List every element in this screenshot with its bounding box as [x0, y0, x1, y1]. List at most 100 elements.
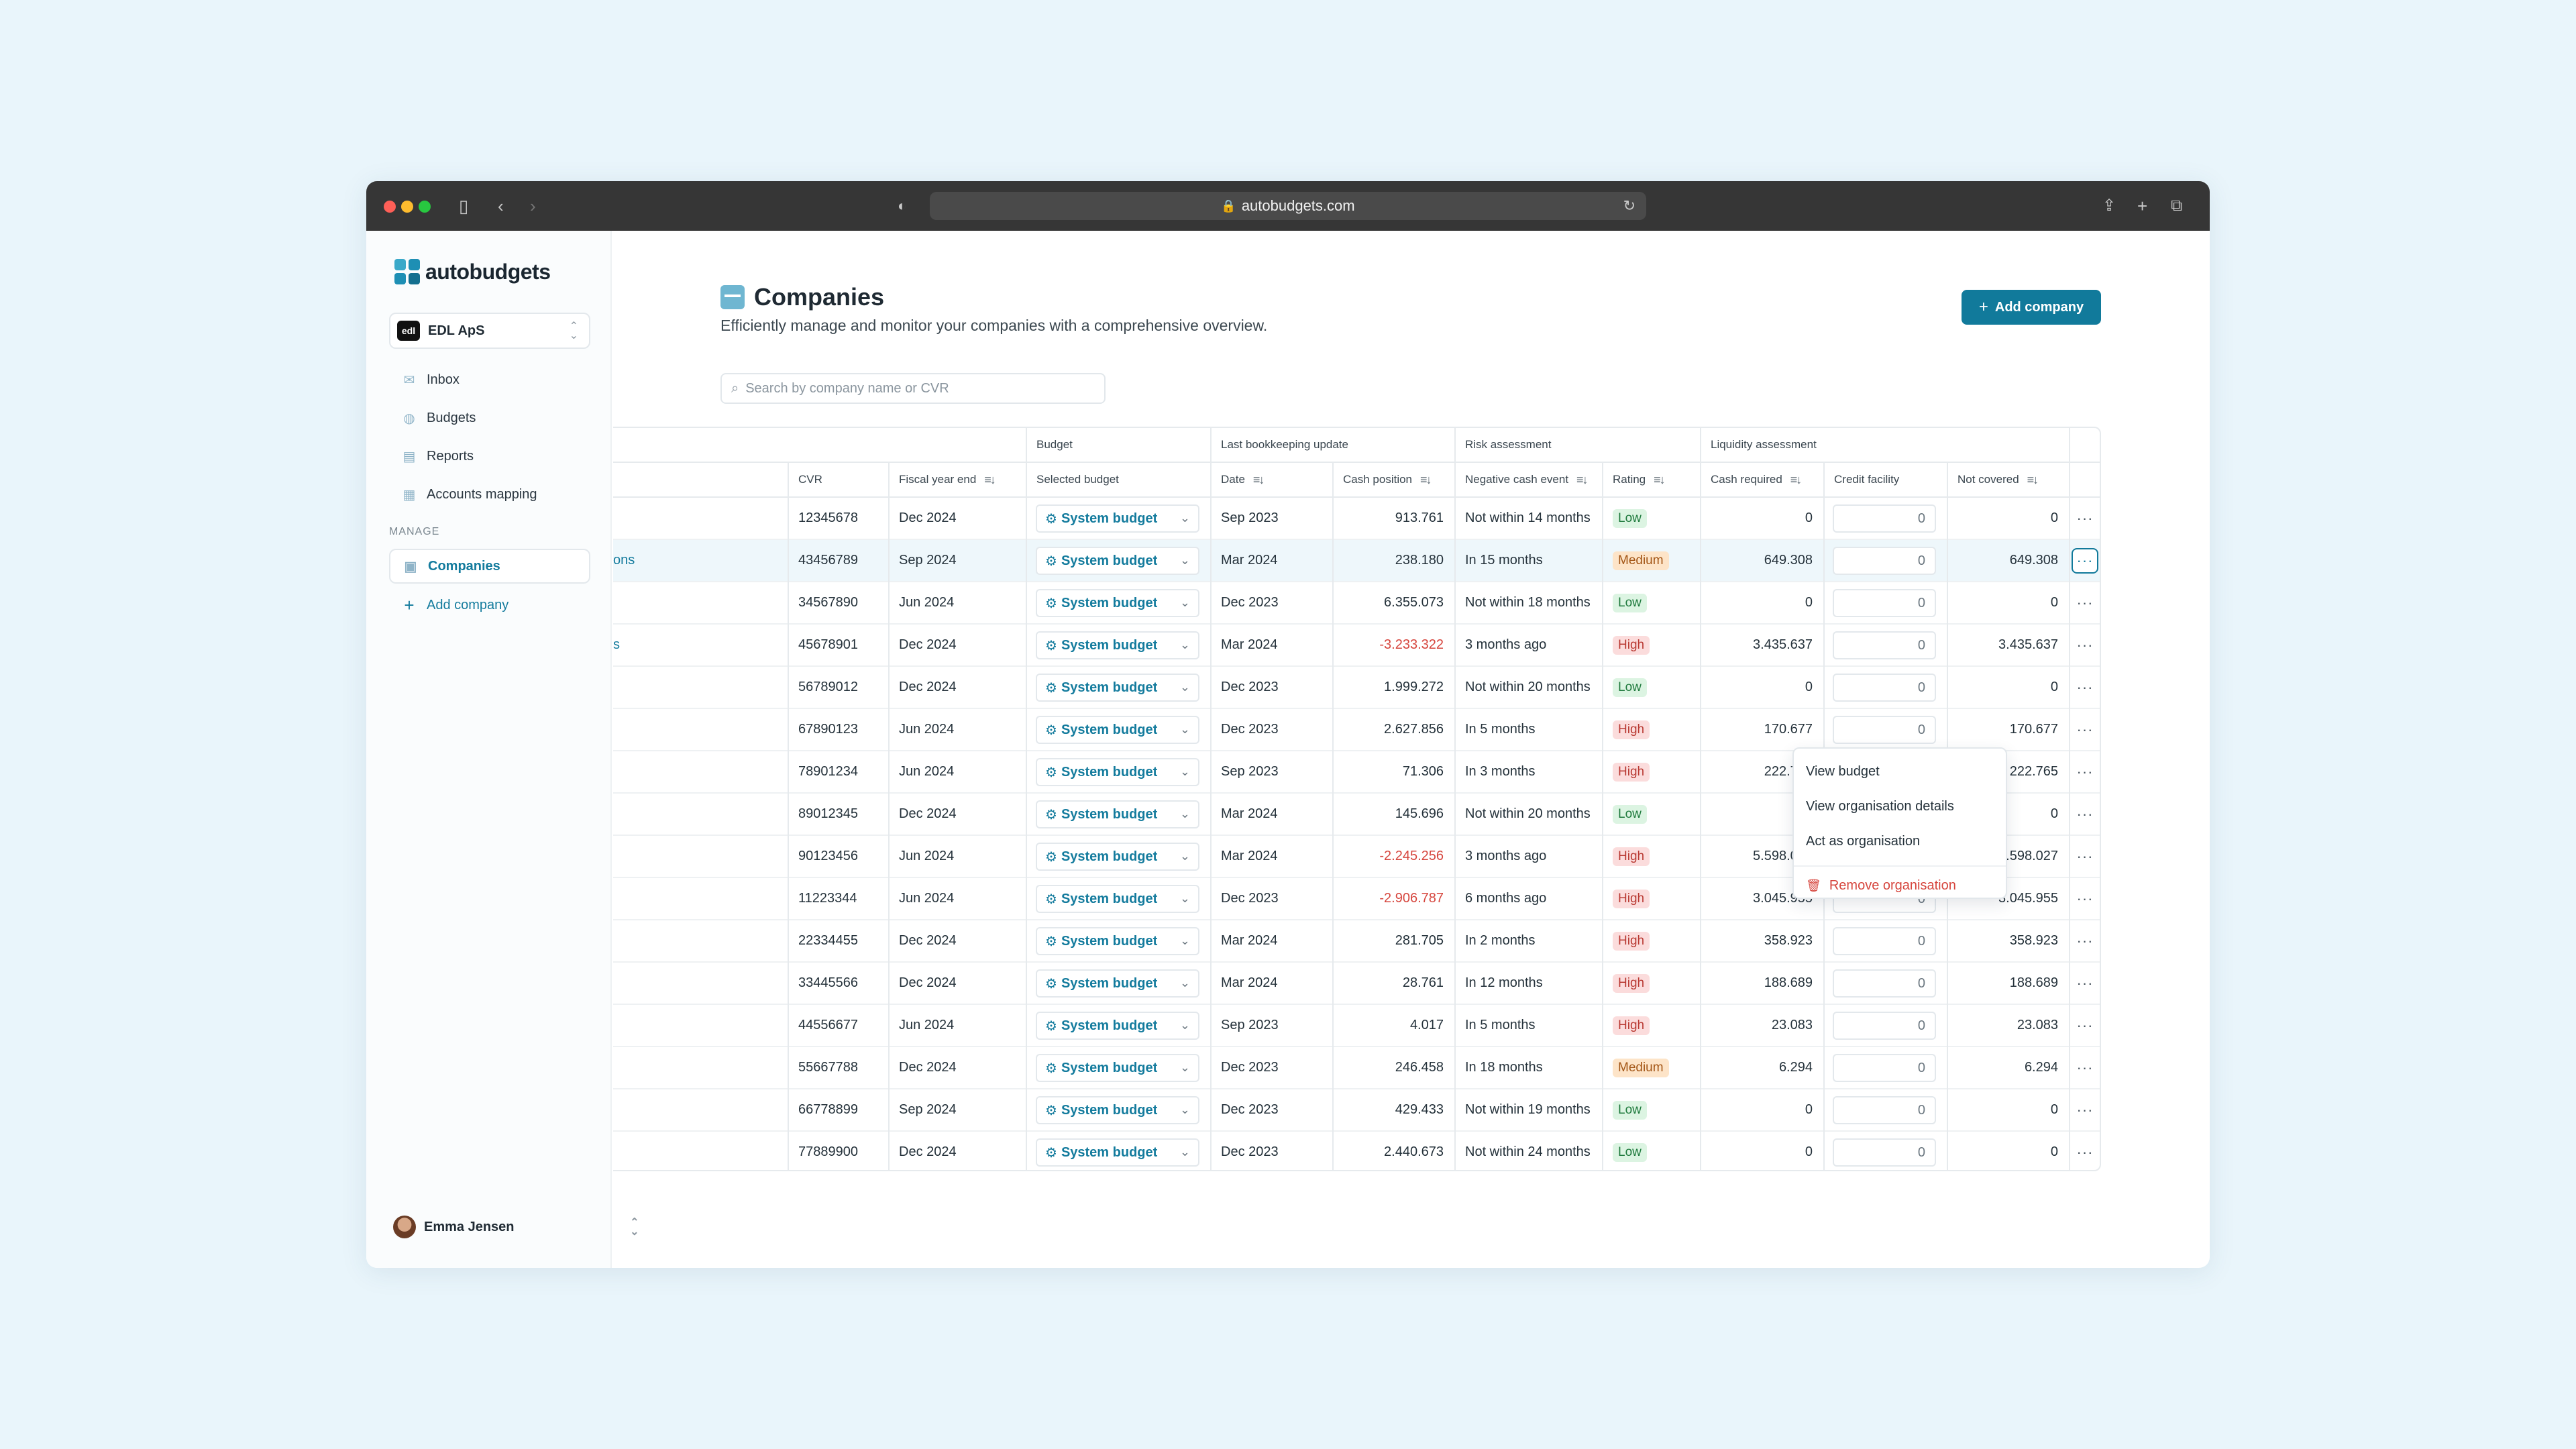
selected-budget-select[interactable]: ⚙ System budget ⌄: [1036, 843, 1199, 871]
row-actions-button[interactable]: ···: [2076, 1017, 2094, 1034]
organisation-selector[interactable]: edl EDL ApS ⌃ ⌄: [389, 313, 590, 349]
company-name[interactable]: ons: [613, 553, 635, 568]
row-actions-button[interactable]: ···: [2076, 1102, 2094, 1118]
forward-icon[interactable]: ›: [530, 196, 536, 216]
selected-budget-select[interactable]: ⚙ System budget ⌄: [1036, 758, 1199, 786]
company-name[interactable]: s: [613, 637, 620, 652]
row-actions-button[interactable]: ···: [2072, 548, 2098, 574]
close-window-button[interactable]: [384, 201, 396, 213]
sort-icon[interactable]: ≡↓: [2027, 472, 2039, 486]
address-bar[interactable]: 🔒 autobudgets.com ↻: [930, 192, 1646, 220]
row-actions-button[interactable]: ···: [2076, 594, 2094, 611]
selected-budget-select[interactable]: ⚙ System budget ⌄: [1036, 631, 1199, 659]
search-input[interactable]: [745, 380, 1081, 396]
credit-facility-input[interactable]: 0: [1833, 716, 1936, 744]
selected-budget-select[interactable]: ⚙ System budget ⌄: [1036, 1096, 1199, 1124]
selected-budget-select[interactable]: ⚙ System budget ⌄: [1036, 1054, 1199, 1082]
table-row[interactable]: 44556677 Jun 2024 ⚙ System budget ⌄ Sep 2023 4…: [613, 1005, 2100, 1047]
table-row[interactable]: ons 43456789 Sep 2024 ⚙ System budget ⌄ Mar 20…: [613, 540, 2100, 582]
company-name[interactable]: [613, 498, 788, 539]
menu-remove-organisation[interactable]: 🗑 Remove organisation: [1794, 865, 2006, 900]
company-name[interactable]: [613, 582, 788, 623]
privacy-shield-icon[interactable]: ◐: [898, 197, 907, 214]
col-cvr[interactable]: CVR: [788, 463, 822, 496]
selected-budget-select[interactable]: ⚙ System budget ⌄: [1036, 969, 1199, 998]
col-selected-budget[interactable]: Selected budget: [1026, 463, 1119, 496]
sidebar-item-budgets[interactable]: ◍ Budgets: [389, 400, 590, 435]
selected-budget-select[interactable]: ⚙ System budget ⌄: [1036, 589, 1199, 617]
tab-overview-icon[interactable]: ⧉: [2171, 197, 2183, 215]
col-cash-position[interactable]: Cash position ≡↓: [1332, 463, 1432, 496]
col-credit-facility[interactable]: Credit facility: [1823, 463, 1899, 496]
sidebar-item-reports[interactable]: ▤ Reports: [389, 439, 590, 474]
company-name[interactable]: [613, 794, 788, 835]
sort-icon[interactable]: ≡↓: [1252, 472, 1265, 486]
col-negative-event[interactable]: Negative cash event ≡↓: [1454, 463, 1589, 496]
table-row[interactable]: 33445566 Dec 2024 ⚙ System budget ⌄ Mar 2024 2…: [613, 963, 2100, 1005]
credit-facility-input[interactable]: 0: [1833, 547, 1936, 575]
new-tab-icon[interactable]: +: [2137, 196, 2148, 216]
row-actions-button[interactable]: ···: [2076, 806, 2094, 822]
row-actions-button[interactable]: ···: [2076, 763, 2094, 780]
col-cash-required[interactable]: Cash required ≡↓: [1700, 463, 1802, 496]
credit-facility-input[interactable]: 0: [1833, 631, 1936, 659]
table-row[interactable]: 34567890 Jun 2024 ⚙ System budget ⌄ Dec 2023 6…: [613, 582, 2100, 625]
table-row[interactable]: 22334455 Dec 2024 ⚙ System budget ⌄ Mar 2024 2…: [613, 920, 2100, 963]
company-name[interactable]: [613, 1132, 788, 1170]
company-name[interactable]: [613, 1089, 788, 1130]
user-menu[interactable]: Emma Jensen ⌃ ⌄: [393, 1216, 639, 1238]
row-actions-button[interactable]: ···: [2076, 637, 2094, 653]
menu-view-organisation-details[interactable]: View organisation details: [1806, 798, 1954, 814]
row-actions-button[interactable]: ···: [2076, 932, 2094, 949]
sidebar-item-inbox[interactable]: ✉ Inbox: [389, 362, 590, 397]
sort-icon[interactable]: ≡↓: [1790, 472, 1802, 486]
maximize-window-button[interactable]: [419, 201, 431, 213]
row-actions-button[interactable]: ···: [2076, 510, 2094, 527]
table-row[interactable]: 55667788 Dec 2024 ⚙ System budget ⌄ Dec 2023 2…: [613, 1047, 2100, 1089]
company-name[interactable]: [613, 878, 788, 919]
col-not-covered[interactable]: Not covered ≡↓: [1947, 463, 2039, 496]
sidebar-item-companies[interactable]: ▣ Companies: [389, 549, 590, 584]
selected-budget-select[interactable]: ⚙ System budget ⌄: [1036, 1012, 1199, 1040]
sidebar-item-accounts-mapping[interactable]: ▦ Accounts mapping: [389, 477, 590, 512]
table-row[interactable]: s 45678901 Dec 2024 ⚙ System budget ⌄ Mar 2024…: [613, 625, 2100, 667]
credit-facility-input[interactable]: 0: [1833, 589, 1936, 617]
add-company-button[interactable]: + Add company: [1962, 290, 2101, 325]
company-name[interactable]: [613, 920, 788, 961]
col-date[interactable]: Date ≡↓: [1210, 463, 1265, 496]
credit-facility-input[interactable]: 0: [1833, 1138, 1936, 1167]
credit-facility-input[interactable]: 0: [1833, 504, 1936, 533]
sort-icon[interactable]: ≡↓: [1654, 472, 1665, 486]
reload-icon[interactable]: ↻: [1623, 197, 1635, 214]
credit-facility-input[interactable]: 0: [1833, 1096, 1936, 1124]
credit-facility-input[interactable]: 0: [1833, 674, 1936, 702]
selected-budget-select[interactable]: ⚙ System budget ⌄: [1036, 1138, 1199, 1167]
table-row[interactable]: 56789012 Dec 2024 ⚙ System budget ⌄ Dec 2023 1…: [613, 667, 2100, 709]
selected-budget-select[interactable]: ⚙ System budget ⌄: [1036, 504, 1199, 533]
row-actions-button[interactable]: ···: [2076, 1144, 2094, 1161]
credit-facility-input[interactable]: 0: [1833, 969, 1936, 998]
app-logo[interactable]: autobudgets: [394, 259, 551, 284]
table-row[interactable]: 66778899 Sep 2024 ⚙ System budget ⌄ Dec 2023 4…: [613, 1089, 2100, 1132]
company-name[interactable]: [613, 667, 788, 708]
row-actions-button[interactable]: ···: [2076, 679, 2094, 696]
selected-budget-select[interactable]: ⚙ System budget ⌄: [1036, 800, 1199, 828]
row-actions-button[interactable]: ···: [2076, 848, 2094, 865]
table-row[interactable]: 67890123 Jun 2024 ⚙ System budget ⌄ Dec 2023 2…: [613, 709, 2100, 751]
row-actions-button[interactable]: ···: [2076, 721, 2094, 738]
back-icon[interactable]: ‹: [498, 196, 504, 216]
minimize-window-button[interactable]: [401, 201, 413, 213]
row-actions-button[interactable]: ···: [2076, 1059, 2094, 1076]
selected-budget-select[interactable]: ⚙ System budget ⌄: [1036, 674, 1199, 702]
sort-icon[interactable]: ≡↓: [1420, 472, 1432, 486]
company-name[interactable]: [613, 963, 788, 1004]
col-fiscal[interactable]: Fiscal year end ≡↓: [888, 463, 996, 496]
col-rating[interactable]: Rating ≡↓: [1602, 463, 1666, 496]
table-row[interactable]: 77889900 Dec 2024 ⚙ System budget ⌄ Dec 2023 2…: [613, 1132, 2100, 1170]
sidebar-toggle-icon[interactable]: ▯: [459, 196, 469, 216]
credit-facility-input[interactable]: 0: [1833, 927, 1936, 955]
credit-facility-input[interactable]: 0: [1833, 1012, 1936, 1040]
selected-budget-select[interactable]: ⚙ System budget ⌄: [1036, 885, 1199, 913]
selected-budget-select[interactable]: ⚙ System budget ⌄: [1036, 716, 1199, 744]
sidebar-item-add-company[interactable]: + Add company: [389, 588, 590, 623]
